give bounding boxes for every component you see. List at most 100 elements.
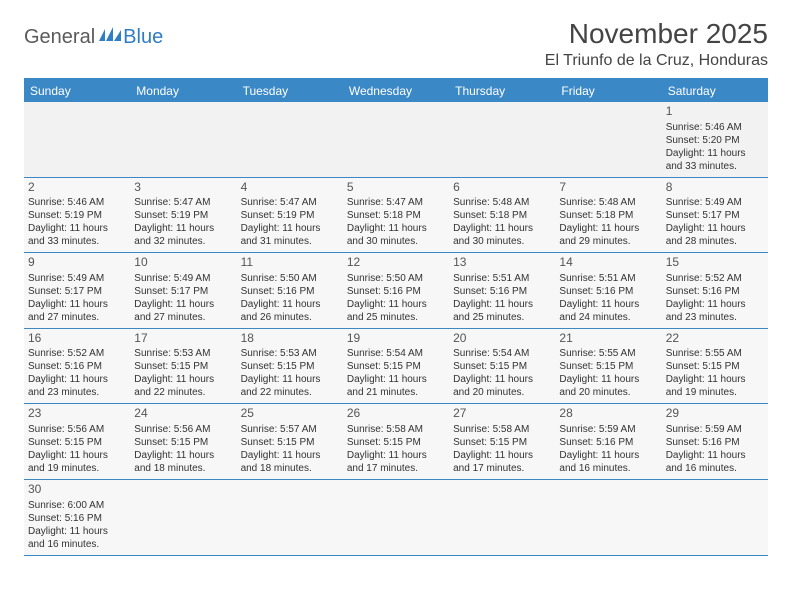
- calendar-cell: 13Sunrise: 5:51 AMSunset: 5:16 PMDayligh…: [449, 253, 555, 329]
- sunset-line: Sunset: 5:19 PM: [241, 209, 339, 222]
- calendar-cell: [449, 479, 555, 555]
- day-number: 24: [134, 406, 232, 422]
- weekday-header: Sunday: [24, 79, 130, 102]
- sunrise-line: Sunrise: 5:51 AM: [453, 272, 551, 285]
- calendar-cell: 10Sunrise: 5:49 AMSunset: 5:17 PMDayligh…: [130, 253, 236, 329]
- daylight-line: Daylight: 11 hours and 28 minutes.: [666, 222, 764, 248]
- day-number: 16: [28, 331, 126, 347]
- sunset-line: Sunset: 5:15 PM: [241, 436, 339, 449]
- calendar-cell: 26Sunrise: 5:58 AMSunset: 5:15 PMDayligh…: [343, 404, 449, 480]
- daylight-line: Daylight: 11 hours and 27 minutes.: [134, 298, 232, 324]
- month-title: November 2025: [545, 18, 768, 50]
- sunset-line: Sunset: 5:16 PM: [28, 360, 126, 373]
- sunset-line: Sunset: 5:18 PM: [453, 209, 551, 222]
- sunset-line: Sunset: 5:16 PM: [559, 285, 657, 298]
- weekday-header: Saturday: [662, 79, 768, 102]
- sunrise-line: Sunrise: 5:55 AM: [559, 347, 657, 360]
- day-number: 23: [28, 406, 126, 422]
- daylight-line: Daylight: 11 hours and 31 minutes.: [241, 222, 339, 248]
- day-number: 22: [666, 331, 764, 347]
- calendar-cell: 11Sunrise: 5:50 AMSunset: 5:16 PMDayligh…: [237, 253, 343, 329]
- sunset-line: Sunset: 5:19 PM: [28, 209, 126, 222]
- logo-text-1: General: [24, 26, 95, 49]
- daylight-line: Daylight: 11 hours and 19 minutes.: [666, 373, 764, 399]
- sunset-line: Sunset: 5:16 PM: [666, 285, 764, 298]
- calendar-cell: 18Sunrise: 5:53 AMSunset: 5:15 PMDayligh…: [237, 328, 343, 404]
- day-number: 17: [134, 331, 232, 347]
- day-number: 25: [241, 406, 339, 422]
- sunset-line: Sunset: 5:16 PM: [347, 285, 445, 298]
- calendar-cell: 14Sunrise: 5:51 AMSunset: 5:16 PMDayligh…: [555, 253, 661, 329]
- daylight-line: Daylight: 11 hours and 18 minutes.: [241, 449, 339, 475]
- weekday-header-row: Sunday Monday Tuesday Wednesday Thursday…: [24, 79, 768, 102]
- daylight-line: Daylight: 11 hours and 16 minutes.: [666, 449, 764, 475]
- sunrise-line: Sunrise: 5:59 AM: [666, 423, 764, 436]
- calendar-cell: [343, 479, 449, 555]
- daylight-line: Daylight: 11 hours and 29 minutes.: [559, 222, 657, 248]
- sunrise-line: Sunrise: 6:00 AM: [28, 499, 126, 512]
- sunset-line: Sunset: 5:15 PM: [134, 360, 232, 373]
- calendar-row: 1Sunrise: 5:46 AMSunset: 5:20 PMDaylight…: [24, 102, 768, 177]
- daylight-line: Daylight: 11 hours and 23 minutes.: [666, 298, 764, 324]
- sunrise-line: Sunrise: 5:48 AM: [559, 196, 657, 209]
- day-number: 18: [241, 331, 339, 347]
- calendar-cell: [449, 102, 555, 177]
- day-number: 5: [347, 180, 445, 196]
- sunrise-line: Sunrise: 5:58 AM: [347, 423, 445, 436]
- sunrise-line: Sunrise: 5:54 AM: [347, 347, 445, 360]
- weekday-header: Tuesday: [237, 79, 343, 102]
- logo-text-2: Blue: [123, 26, 163, 49]
- sunset-line: Sunset: 5:17 PM: [666, 209, 764, 222]
- sunset-line: Sunset: 5:15 PM: [241, 360, 339, 373]
- daylight-line: Daylight: 11 hours and 16 minutes.: [28, 525, 126, 551]
- day-number: 30: [28, 482, 126, 498]
- day-number: 7: [559, 180, 657, 196]
- day-number: 13: [453, 255, 551, 271]
- sunset-line: Sunset: 5:16 PM: [241, 285, 339, 298]
- calendar-cell: 17Sunrise: 5:53 AMSunset: 5:15 PMDayligh…: [130, 328, 236, 404]
- calendar-cell: [24, 102, 130, 177]
- daylight-line: Daylight: 11 hours and 33 minutes.: [666, 147, 764, 173]
- day-number: 3: [134, 180, 232, 196]
- day-number: 8: [666, 180, 764, 196]
- calendar-row: 30Sunrise: 6:00 AMSunset: 5:16 PMDayligh…: [24, 479, 768, 555]
- sunrise-line: Sunrise: 5:50 AM: [241, 272, 339, 285]
- daylight-line: Daylight: 11 hours and 30 minutes.: [347, 222, 445, 248]
- sunrise-line: Sunrise: 5:52 AM: [666, 272, 764, 285]
- sunset-line: Sunset: 5:20 PM: [666, 134, 764, 147]
- calendar-cell: 21Sunrise: 5:55 AMSunset: 5:15 PMDayligh…: [555, 328, 661, 404]
- calendar-cell: 3Sunrise: 5:47 AMSunset: 5:19 PMDaylight…: [130, 177, 236, 253]
- sunrise-line: Sunrise: 5:52 AM: [28, 347, 126, 360]
- daylight-line: Daylight: 11 hours and 25 minutes.: [453, 298, 551, 324]
- sunrise-line: Sunrise: 5:58 AM: [453, 423, 551, 436]
- sunset-line: Sunset: 5:16 PM: [559, 436, 657, 449]
- sunset-line: Sunset: 5:15 PM: [347, 436, 445, 449]
- daylight-line: Daylight: 11 hours and 25 minutes.: [347, 298, 445, 324]
- title-block: November 2025 El Triunfo de la Cruz, Hon…: [545, 18, 768, 70]
- calendar-table: Sunday Monday Tuesday Wednesday Thursday…: [24, 78, 768, 556]
- sunrise-line: Sunrise: 5:47 AM: [134, 196, 232, 209]
- calendar-cell: [237, 102, 343, 177]
- daylight-line: Daylight: 11 hours and 19 minutes.: [28, 449, 126, 475]
- sunrise-line: Sunrise: 5:46 AM: [28, 196, 126, 209]
- day-number: 1: [666, 104, 764, 120]
- calendar-cell: [662, 479, 768, 555]
- sunset-line: Sunset: 5:15 PM: [347, 360, 445, 373]
- calendar-cell: 5Sunrise: 5:47 AMSunset: 5:18 PMDaylight…: [343, 177, 449, 253]
- sunset-line: Sunset: 5:17 PM: [134, 285, 232, 298]
- day-number: 12: [347, 255, 445, 271]
- calendar-body: 1Sunrise: 5:46 AMSunset: 5:20 PMDaylight…: [24, 102, 768, 555]
- calendar-cell: [343, 102, 449, 177]
- sunset-line: Sunset: 5:18 PM: [347, 209, 445, 222]
- calendar-cell: 27Sunrise: 5:58 AMSunset: 5:15 PMDayligh…: [449, 404, 555, 480]
- weekday-header: Friday: [555, 79, 661, 102]
- sunset-line: Sunset: 5:19 PM: [134, 209, 232, 222]
- sunrise-line: Sunrise: 5:48 AM: [453, 196, 551, 209]
- weekday-header: Wednesday: [343, 79, 449, 102]
- daylight-line: Daylight: 11 hours and 32 minutes.: [134, 222, 232, 248]
- calendar-cell: 28Sunrise: 5:59 AMSunset: 5:16 PMDayligh…: [555, 404, 661, 480]
- sunset-line: Sunset: 5:15 PM: [134, 436, 232, 449]
- calendar-cell: 4Sunrise: 5:47 AMSunset: 5:19 PMDaylight…: [237, 177, 343, 253]
- calendar-cell: 16Sunrise: 5:52 AMSunset: 5:16 PMDayligh…: [24, 328, 130, 404]
- calendar-cell: [130, 102, 236, 177]
